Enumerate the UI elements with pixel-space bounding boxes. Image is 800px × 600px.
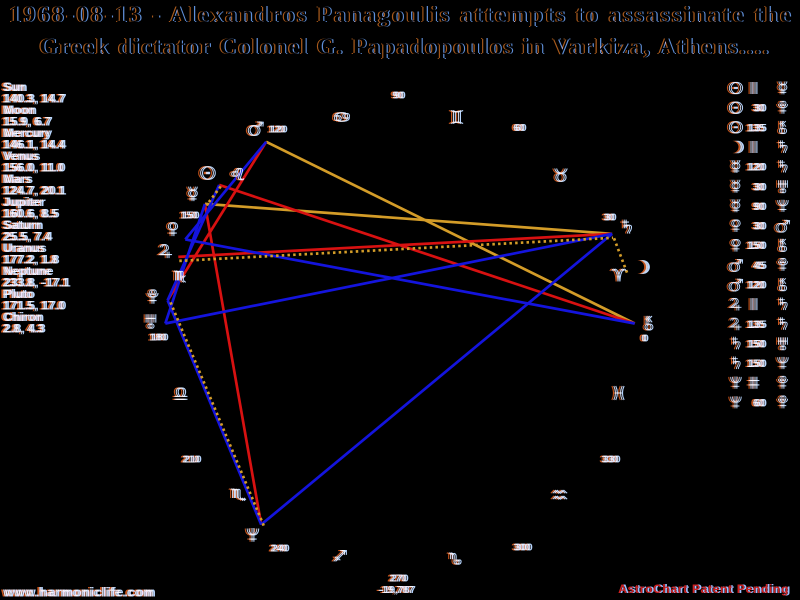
- svg-text:AstroChart Patent Pending: AstroChart Patent Pending: [618, 582, 789, 596]
- svg-text:AstroChart Patent Pending: AstroChart Patent Pending: [620, 582, 791, 596]
